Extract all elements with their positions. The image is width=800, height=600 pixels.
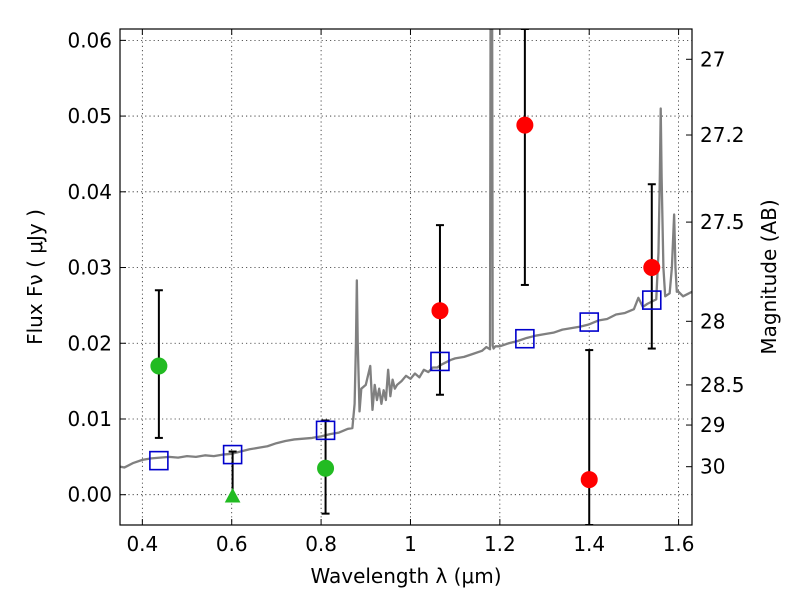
red-detection-marker	[643, 259, 661, 277]
red-detection-marker	[431, 302, 449, 320]
plot-frame	[119, 28, 693, 526]
model-square-marker	[430, 351, 450, 372]
right-tick-label: 27	[700, 47, 725, 71]
spectrum-line	[120, 29, 692, 469]
red-detection-marker	[516, 116, 534, 134]
axis-ticks: 0.4 0.6 0.8 1 1.2 1.4 1.6 0.00 0.01 0.02 0.03 0.04 0…	[67, 28, 744, 556]
x-tick-label: 1.4	[573, 532, 605, 556]
x-tick-label: 0.6	[216, 532, 248, 556]
x-tick-label: 1	[404, 532, 417, 556]
y-tick-label: 0.01	[67, 407, 112, 431]
spectrum-layer	[120, 29, 692, 469]
right-tick-label: 27.2	[700, 123, 745, 147]
model-square-marker	[149, 450, 169, 471]
upper-limit-triangle-marker	[224, 487, 241, 503]
right-axis-title: Magnitude (AB)	[757, 199, 781, 354]
model-square-marker	[222, 444, 243, 465]
right-tick-label: 28	[700, 309, 725, 333]
y-tick-label: 0.06	[67, 28, 112, 52]
y-axis-title: Flux Fν ( μJy )	[23, 209, 47, 345]
model-square-marker	[641, 290, 662, 310]
y-tick-label: 0.03	[67, 256, 112, 280]
x-tick-label: 0.4	[126, 532, 158, 556]
green-detection-marker	[150, 357, 168, 375]
x-axis-title: Wavelength λ (μm)	[310, 564, 501, 588]
x-tick-label: 0.8	[305, 532, 337, 556]
right-tick-label: 29	[700, 413, 725, 437]
red-detection-marker	[580, 471, 598, 489]
y-tick-label: 0.00	[67, 483, 112, 507]
y-tick-label: 0.04	[67, 180, 112, 204]
data-points	[149, 29, 662, 525]
x-tick-label: 1.6	[663, 532, 695, 556]
model-square-marker	[515, 328, 535, 349]
y-tick-label: 0.02	[67, 331, 112, 355]
model-square-marker	[579, 312, 600, 332]
y-tick-label: 0.05	[67, 104, 112, 128]
right-tick-label: 27.5	[700, 210, 745, 234]
model-square-marker	[315, 420, 336, 441]
right-tick-label: 28.5	[700, 373, 745, 397]
grid	[120, 29, 692, 525]
right-tick-label: 30	[700, 455, 725, 479]
green-detection-marker	[317, 459, 335, 477]
x-tick-label: 1.2	[484, 532, 516, 556]
